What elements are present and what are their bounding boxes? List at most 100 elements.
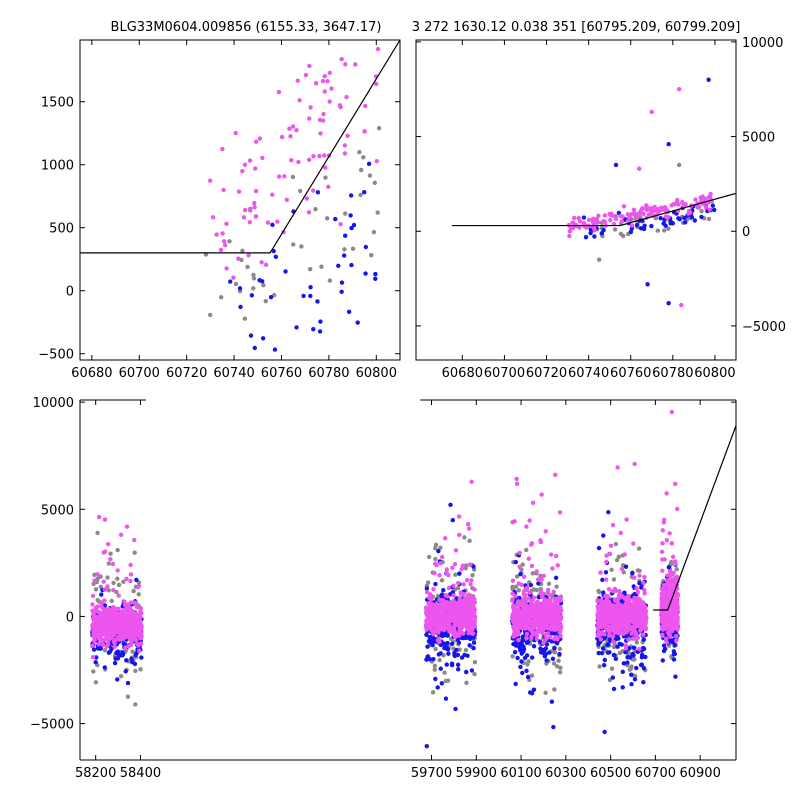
data-point-gray xyxy=(106,561,112,566)
data-point-blue xyxy=(536,595,541,600)
data-point-pink xyxy=(629,631,634,636)
data-point-pink xyxy=(512,519,517,524)
data-point-blue xyxy=(624,634,629,639)
x-tick-label: 58400 xyxy=(120,766,161,781)
data-point-pink xyxy=(304,196,310,201)
data-point-blue xyxy=(441,588,446,593)
data-point-pink xyxy=(90,602,95,607)
data-point-blue xyxy=(612,652,617,658)
data-point-pink xyxy=(343,62,348,67)
data-point-gray xyxy=(618,231,624,237)
data-point-pink xyxy=(241,215,247,220)
data-point-pink xyxy=(621,204,627,209)
data-point-pink xyxy=(627,605,632,611)
data-point-pink xyxy=(246,253,251,258)
data-point-pink xyxy=(673,624,678,629)
x-tick-label: 58200 xyxy=(75,766,116,781)
x-tick-label: 60700 xyxy=(635,766,676,781)
data-point-pink xyxy=(674,602,679,607)
data-point-gray xyxy=(327,278,333,283)
data-point-gray xyxy=(218,295,224,300)
data-point-pink xyxy=(669,409,675,415)
data-point-pink xyxy=(464,610,469,615)
data-point-blue xyxy=(349,225,354,231)
data-point-blue xyxy=(114,650,119,656)
data-point-pink xyxy=(276,174,282,179)
data-point-gray xyxy=(609,567,614,572)
data-point-blue xyxy=(318,319,323,324)
data-point-blue xyxy=(464,669,469,675)
x-tick-label: 59900 xyxy=(456,766,497,781)
data-point-gray xyxy=(323,175,328,180)
data-point-pink xyxy=(106,627,112,633)
data-point-blue xyxy=(435,685,440,690)
data-point-pink xyxy=(270,192,275,197)
data-point-pink xyxy=(664,538,670,543)
data-point-pink xyxy=(666,632,672,637)
data-point-pink xyxy=(138,624,144,630)
data-point-pink xyxy=(454,610,459,615)
data-point-pink xyxy=(456,604,461,610)
data-point-pink xyxy=(664,640,670,645)
data-point-gray xyxy=(510,654,515,659)
data-point-pink xyxy=(631,610,637,616)
data-point-pink xyxy=(513,622,518,628)
data-point-pink xyxy=(444,567,449,572)
data-point-gray xyxy=(319,264,324,269)
data-point-pink xyxy=(540,592,545,598)
data-point-pink xyxy=(649,109,654,115)
data-point-pink xyxy=(570,220,576,225)
data-point-pink xyxy=(436,621,441,627)
data-point-pink xyxy=(337,103,343,108)
data-point-pink xyxy=(123,625,128,630)
data-point-pink xyxy=(446,610,452,616)
data-point-pink xyxy=(659,549,665,555)
data-point-pink xyxy=(548,552,554,557)
data-point-pink xyxy=(518,623,524,628)
data-point-pink xyxy=(632,595,637,601)
data-point-blue xyxy=(666,301,671,306)
model-fit-line xyxy=(80,40,400,254)
data-point-pink xyxy=(625,218,631,224)
data-point-pink xyxy=(629,624,635,630)
x-tick-label: 60760 xyxy=(261,366,302,381)
data-point-pink xyxy=(637,646,642,652)
data-point-pink xyxy=(608,543,614,549)
data-point-gray xyxy=(627,667,632,672)
data-point-pink xyxy=(613,216,619,222)
x-tick-label: 60720 xyxy=(526,366,567,381)
data-point-gray xyxy=(342,247,347,252)
data-point-pink xyxy=(510,578,516,583)
data-point-pink xyxy=(615,612,621,617)
data-point-gray xyxy=(699,209,704,214)
data-point-pink xyxy=(672,481,678,487)
data-point-pink xyxy=(323,165,328,170)
data-point-gray xyxy=(614,557,620,563)
data-point-blue xyxy=(632,677,638,682)
data-point-pink xyxy=(363,103,368,109)
data-point-pink xyxy=(253,139,259,144)
data-point-pink xyxy=(516,637,521,643)
data-point-pink xyxy=(519,618,524,623)
data-point-gray xyxy=(118,674,124,679)
data-point-pink xyxy=(708,195,713,201)
full-light-curve-panel: 58200 58400 59700 59900 60100 60300 60500 60700… xyxy=(30,396,737,781)
data-point-pink xyxy=(453,602,458,607)
data-point-gray xyxy=(636,546,642,551)
data-point-blue xyxy=(308,284,313,290)
data-point-gray xyxy=(251,276,257,281)
data-point-pink xyxy=(660,528,666,533)
data-point-blue xyxy=(628,229,634,235)
data-point-blue xyxy=(471,564,476,569)
data-point-pink xyxy=(654,207,659,212)
data-point-blue xyxy=(425,644,430,649)
data-point-blue xyxy=(446,651,451,656)
data-point-blue xyxy=(349,262,354,268)
data-point-pink xyxy=(541,573,546,579)
data-point-blue xyxy=(629,682,634,687)
data-point-gray xyxy=(453,572,458,577)
data-point-pink xyxy=(618,213,623,219)
data-point-gray xyxy=(554,584,559,589)
data-point-blue xyxy=(444,646,450,652)
data-point-blue xyxy=(519,659,524,664)
